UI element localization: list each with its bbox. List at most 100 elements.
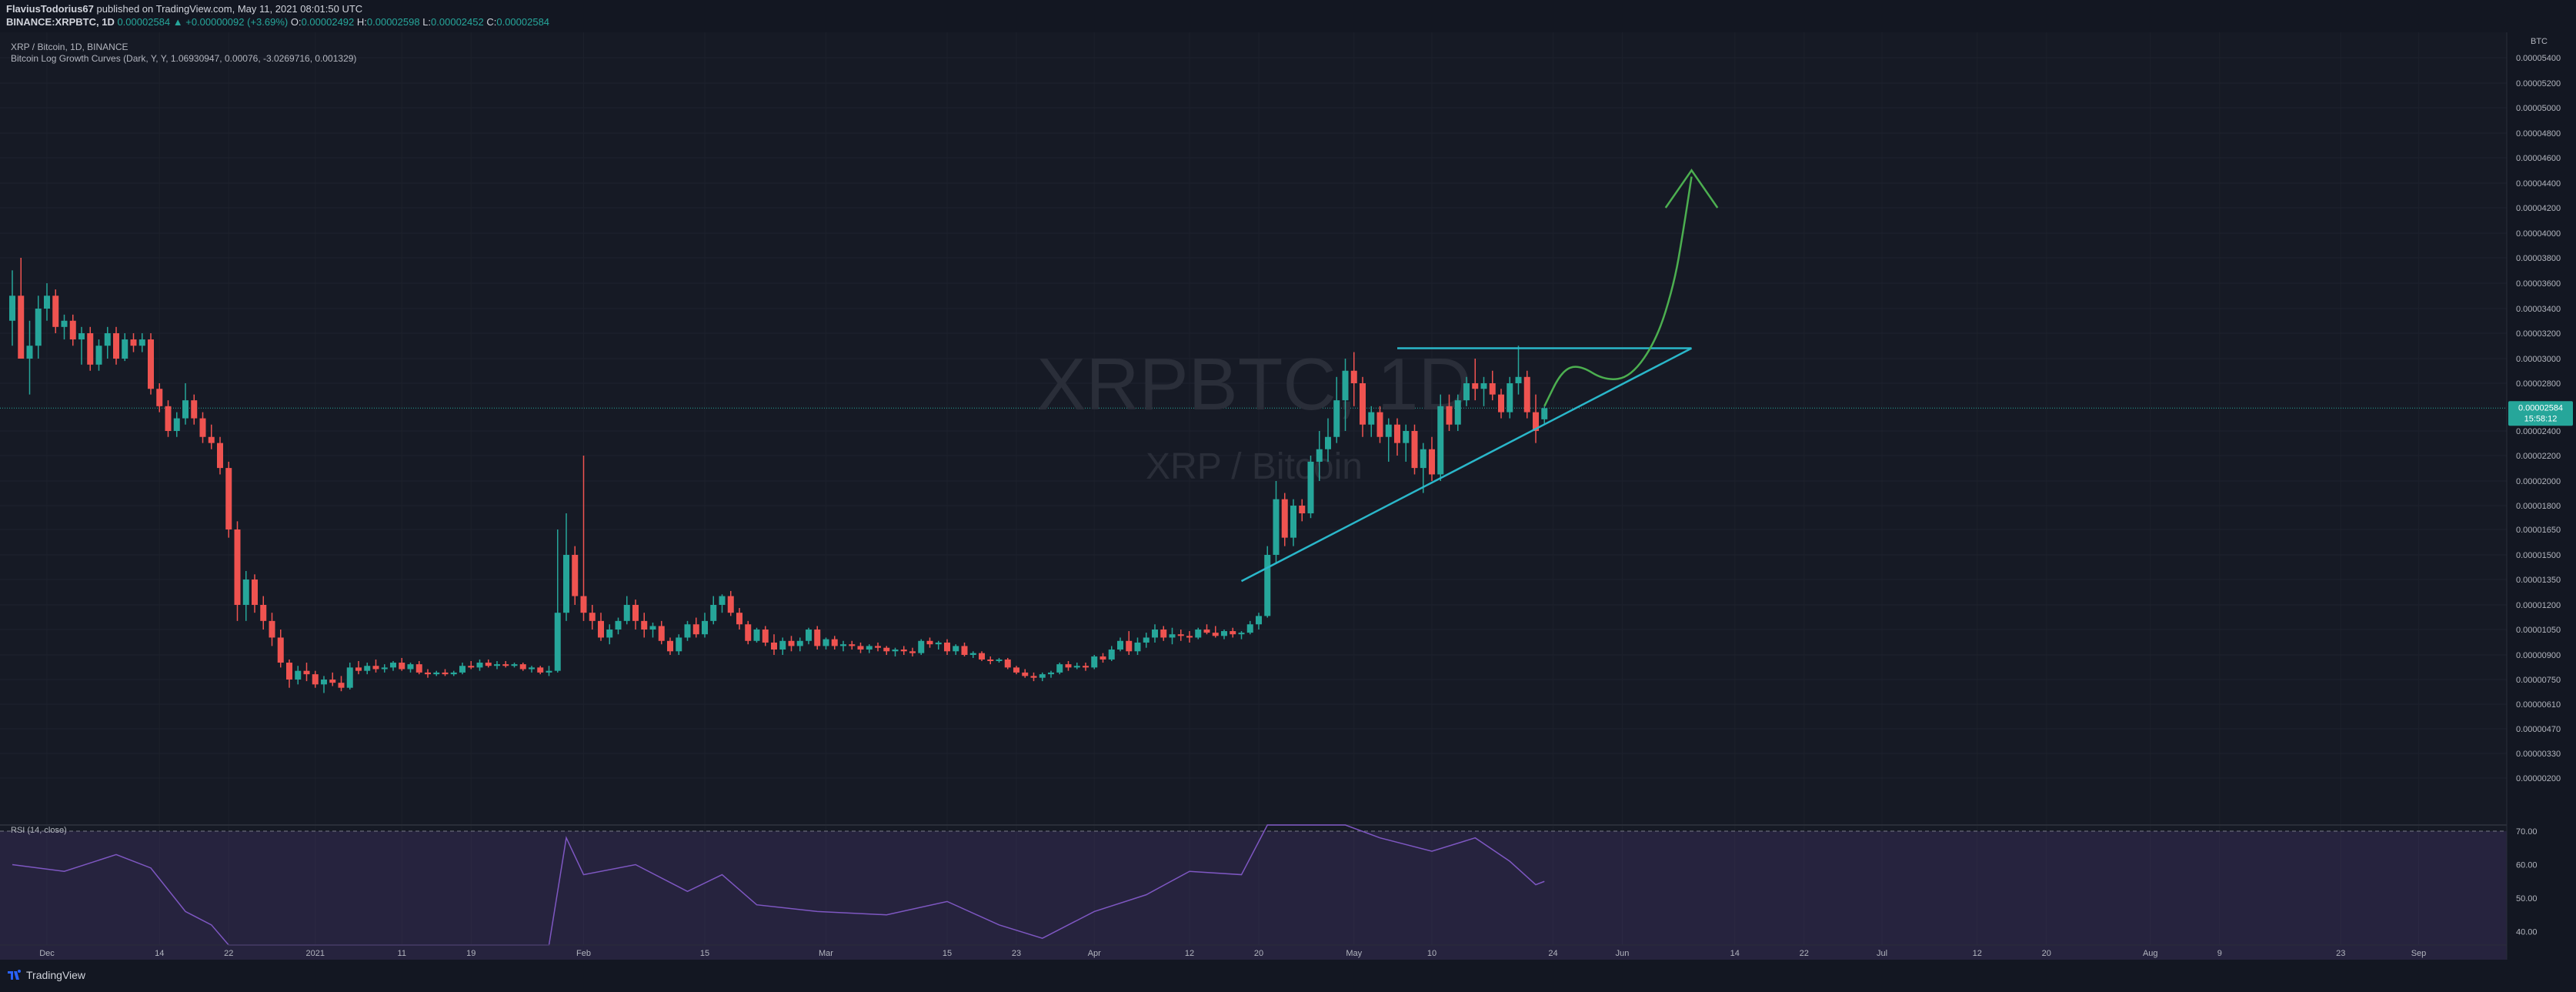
candle-body <box>1195 630 1202 638</box>
candle-body <box>1420 449 1426 469</box>
candle <box>338 676 345 692</box>
description-watermark: XRP / Bitcoin <box>1146 446 1363 487</box>
candle-body <box>165 406 172 431</box>
candle <box>1143 633 1150 648</box>
rsi-legend[interactable]: RSI (14, close) <box>11 826 67 835</box>
rsi-tick-label: 70.00 <box>2516 827 2538 837</box>
candle-body <box>425 672 431 675</box>
candle-body <box>658 626 665 641</box>
tradingview-logo[interactable]: TradingView <box>8 969 85 981</box>
candle <box>1022 669 1029 678</box>
candle-body <box>415 664 422 673</box>
candle <box>1056 663 1063 675</box>
candle-body <box>399 663 405 670</box>
candle-body <box>130 339 137 346</box>
candle <box>1541 406 1548 425</box>
candle <box>875 642 881 652</box>
projection-arrow <box>1543 176 1693 407</box>
candle <box>450 670 457 676</box>
candle-body <box>52 296 59 327</box>
candle-body <box>303 670 310 675</box>
candle-body <box>944 642 950 652</box>
candle-body <box>641 620 648 630</box>
candle-body <box>866 646 873 650</box>
candle-body <box>1091 656 1098 668</box>
last-price-marker[interactable]: 0.00002584 15:58:12 <box>2508 401 2573 426</box>
author-name[interactable]: FlaviusTodorius67 <box>6 3 94 15</box>
candle <box>692 617 699 638</box>
candle-body <box>1489 383 1496 395</box>
price-tick-label: 0.00001200 <box>2516 601 2561 610</box>
footer: TradingView <box>0 960 2576 992</box>
legend-indicator[interactable]: Bitcoin Log Growth Curves (Dark, Y, Y, 1… <box>11 53 356 64</box>
candle <box>269 613 275 646</box>
publish-date: published on TradingView.com, May 11, 20… <box>93 3 363 15</box>
candle <box>321 676 327 693</box>
candle-body <box>554 613 561 671</box>
candle <box>511 663 518 668</box>
candle <box>996 657 1003 663</box>
candle <box>1281 493 1288 546</box>
candle-body <box>476 663 483 668</box>
candle <box>1065 660 1072 671</box>
candle <box>61 314 68 340</box>
open-label: O: <box>288 16 302 28</box>
candle <box>953 644 959 655</box>
candle-body <box>753 630 760 641</box>
price-tick-label: 0.00004000 <box>2516 229 2561 239</box>
candle <box>1299 499 1306 522</box>
candle-body <box>364 666 371 671</box>
candle <box>1533 394 1539 443</box>
publish-info: FlaviusTodorius67 published on TradingVi… <box>6 3 362 15</box>
candle-body <box>1454 400 1461 425</box>
price-tick-label: 0.00002200 <box>2516 452 2561 461</box>
candle-body <box>519 664 526 670</box>
price-chart[interactable]: XRPBTC, 1D XRP / Bitcoin 70.00 60.00 50.00… <box>0 32 2576 970</box>
candle-body <box>459 666 465 673</box>
candle-body <box>1022 672 1029 676</box>
candle <box>719 594 726 613</box>
candle-body <box>113 333 119 359</box>
candle-body <box>1099 656 1106 660</box>
time-tick-label: 22 <box>224 949 233 958</box>
candle <box>242 570 249 621</box>
candle-body <box>148 339 154 389</box>
candle-body <box>1307 461 1314 514</box>
candle <box>935 640 942 650</box>
candle <box>831 636 838 650</box>
price-tick-label: 0.00001050 <box>2516 626 2561 635</box>
candle-body <box>122 339 128 359</box>
candle-body <box>1376 412 1383 437</box>
candle <box>615 617 622 635</box>
time-tick-label: 19 <box>466 949 475 958</box>
candle-body <box>69 320 76 340</box>
legend-title[interactable]: XRP / Bitcoin, 1D, BINANCE <box>11 42 128 52</box>
candle-body <box>1143 637 1150 643</box>
time-tick-label: Mar <box>819 949 833 958</box>
close-value: 0.00002584 <box>496 16 550 28</box>
candle <box>148 333 154 395</box>
candle <box>589 605 596 630</box>
candle <box>1463 376 1470 406</box>
candle <box>806 627 812 645</box>
candle <box>399 657 405 671</box>
candle <box>1134 637 1141 655</box>
bar-countdown: 15:58:12 <box>2524 414 2558 423</box>
candle <box>1515 346 1522 395</box>
candle-body <box>1212 633 1219 636</box>
candle-body <box>433 672 440 675</box>
candle <box>191 394 198 425</box>
chart-area[interactable]: XRPBTC, 1D XRP / Bitcoin 70.00 60.00 50.00… <box>0 32 2576 970</box>
tradingview-brand: TradingView <box>26 969 86 981</box>
candle <box>87 326 94 371</box>
candle-body <box>831 639 838 646</box>
candle <box>987 656 994 665</box>
candle-body <box>511 664 518 666</box>
candle-body <box>823 639 829 646</box>
candle-body <box>1394 424 1400 443</box>
candle <box>649 623 656 638</box>
candle-body <box>935 642 942 645</box>
candle <box>1091 655 1098 670</box>
candle-body <box>1498 394 1504 412</box>
candle-body <box>1160 630 1167 638</box>
